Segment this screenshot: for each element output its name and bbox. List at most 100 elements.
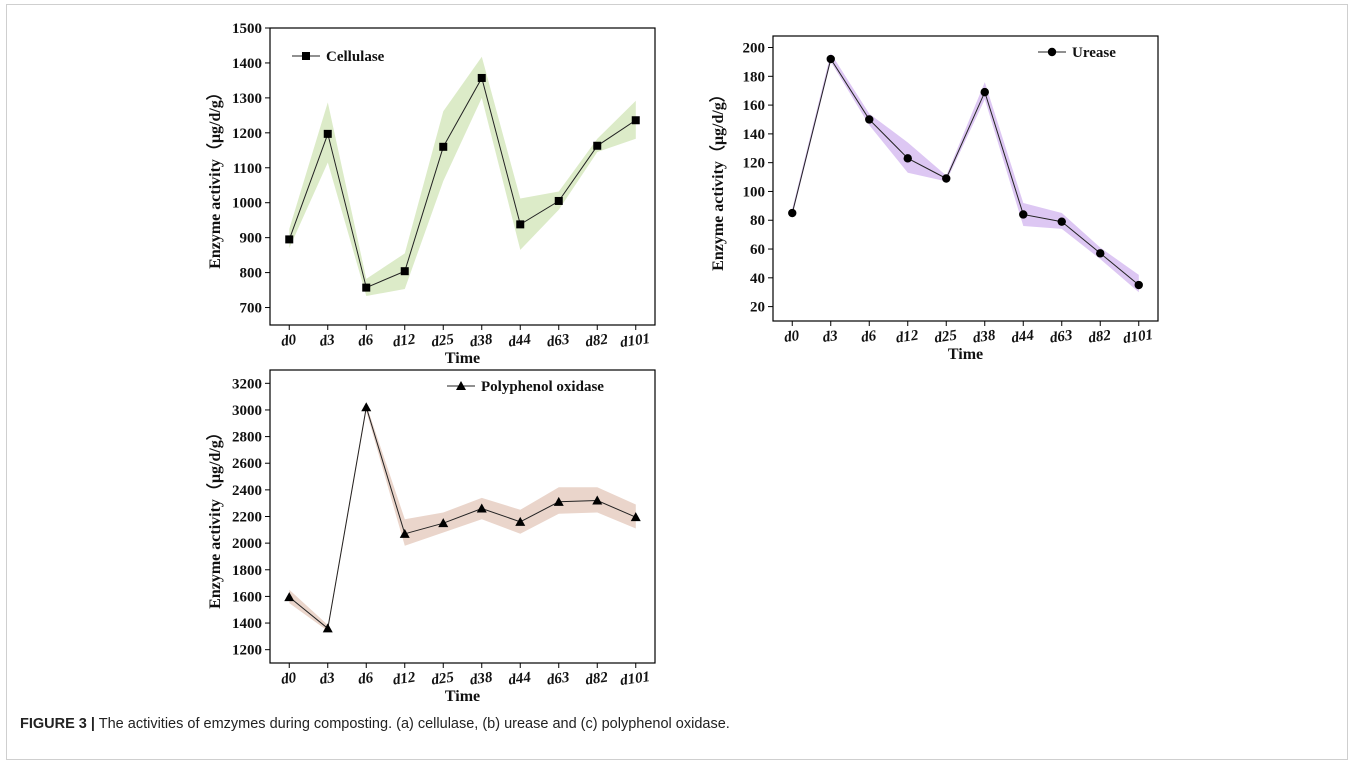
legend-marker xyxy=(302,52,310,60)
data-point xyxy=(284,592,295,602)
x-tick-label: d44 xyxy=(507,331,532,350)
y-tick-label: 160 xyxy=(743,98,766,114)
figure-frame xyxy=(6,4,1348,760)
y-axis-label: Enzyme activity（μg/d/g） xyxy=(206,84,224,269)
data-point xyxy=(476,503,487,513)
y-axis-label: Enzyme activity（μg/d/g） xyxy=(206,424,224,609)
caption-text: The activities of emzymes during compost… xyxy=(98,716,730,732)
data-point xyxy=(826,54,835,64)
y-tick-label: 1400 xyxy=(232,616,262,632)
x-tick-label: d101 xyxy=(1122,327,1154,347)
y-tick-label: 200 xyxy=(743,41,766,57)
y-tick-label: 2600 xyxy=(232,456,262,472)
x-tick-label: d0 xyxy=(280,670,298,688)
y-tick-label: 1300 xyxy=(232,91,262,107)
confidence-band xyxy=(792,53,1139,293)
y-tick-label: 700 xyxy=(240,301,263,317)
confidence-band xyxy=(289,404,636,631)
data-point xyxy=(1019,210,1028,219)
y-tick-label: 40 xyxy=(750,271,765,287)
figure-caption: FIGURE 3 | The activities of emzymes dur… xyxy=(20,716,1330,732)
y-tick-label: 1000 xyxy=(232,196,262,212)
cellulase-chart: 700 800 900 1000 1100 1200 1300 1400 1500 d0 d3 d6 d… xyxy=(206,21,656,367)
data-point xyxy=(593,141,602,150)
x-tick-label: d38 xyxy=(469,669,494,688)
data-point xyxy=(477,73,486,82)
x-tick-label: d0 xyxy=(280,332,298,350)
y-tick-label: 3000 xyxy=(232,403,262,419)
polyphenol-oxidase-chart: 1200 1400 1600 1800 2000 2200 2400 2600 2800 3000… xyxy=(206,369,656,705)
y-tick-label: 80 xyxy=(750,213,765,229)
x-tick-label: d63 xyxy=(546,331,571,350)
data-point xyxy=(630,512,641,522)
y-tick-label: 1100 xyxy=(233,161,262,177)
data-point xyxy=(323,129,332,138)
x-axis-label: Time xyxy=(948,346,983,363)
y-tick-label: 3200 xyxy=(232,376,262,392)
data-point xyxy=(980,87,989,97)
y-tick-label: 20 xyxy=(750,300,765,316)
data-point xyxy=(631,116,640,125)
x-tick-label: d25 xyxy=(430,331,455,350)
data-point xyxy=(438,518,449,528)
y-tick-label: 2000 xyxy=(232,536,262,552)
x-tick-label: d63 xyxy=(546,669,571,688)
x-tick-label: d6 xyxy=(357,670,375,688)
x-tick-label: d12 xyxy=(392,669,417,688)
y-tick-label: 900 xyxy=(240,231,263,247)
series-line xyxy=(791,57,1140,286)
x-tick-label: d12 xyxy=(895,327,920,346)
data-point xyxy=(515,516,526,526)
x-axis-label: Time xyxy=(445,688,480,705)
x-tick-label: d82 xyxy=(584,331,609,350)
y-tick-label: 1400 xyxy=(232,56,262,72)
x-tick-label: d101 xyxy=(619,669,651,689)
data-point xyxy=(439,142,448,151)
urease-chart: 20 40 60 80 100 120 140 160 180 200 d0 d3 d6 d12 d25 d3… xyxy=(709,35,1159,363)
y-axis-label: Enzyme activity（μg/d/g） xyxy=(709,86,727,271)
y-tick-label: 2200 xyxy=(232,510,262,526)
data-point xyxy=(788,208,797,218)
x-tick-label: d82 xyxy=(584,669,609,688)
data-point xyxy=(322,623,333,633)
data-point xyxy=(1134,280,1143,290)
y-tick-label: 120 xyxy=(743,156,766,172)
x-tick-label: d38 xyxy=(972,327,997,346)
confidence-band xyxy=(289,56,636,297)
data-point xyxy=(362,283,371,292)
x-tick-label: d3 xyxy=(822,328,840,346)
x-tick-label: d3 xyxy=(319,670,337,688)
y-tick-label: 180 xyxy=(743,69,766,85)
y-tick-label: 60 xyxy=(750,242,765,258)
x-tick-label: d38 xyxy=(469,331,494,350)
x-axis-label: Time xyxy=(445,350,480,367)
y-tick-label: 1600 xyxy=(232,589,262,605)
y-tick-label: 1200 xyxy=(232,643,262,659)
x-tick-label: d44 xyxy=(507,669,532,688)
y-tick-label: 1800 xyxy=(232,563,262,579)
y-tick-label: 2800 xyxy=(232,430,262,446)
data-point xyxy=(554,196,563,205)
plot-frame xyxy=(772,35,1159,322)
y-tick-label: 100 xyxy=(743,184,766,200)
x-tick-label: d3 xyxy=(319,332,337,350)
x-tick-label: d6 xyxy=(357,332,375,350)
y-tick-label: 2400 xyxy=(232,483,262,499)
x-tick-label: d63 xyxy=(1049,327,1074,346)
data-point xyxy=(400,267,409,276)
data-point xyxy=(865,115,874,124)
series-line xyxy=(288,76,637,289)
data-point xyxy=(592,495,603,505)
y-tick-label: 800 xyxy=(240,266,263,282)
y-tick-label: 1200 xyxy=(232,126,262,142)
data-point xyxy=(361,402,372,412)
x-tick-label: d12 xyxy=(392,331,417,350)
data-point xyxy=(516,220,525,229)
legend-marker xyxy=(456,381,466,390)
legend-label: Cellulase xyxy=(326,49,385,65)
data-point xyxy=(942,174,951,183)
plot-frame xyxy=(269,27,656,326)
x-tick-label: d101 xyxy=(619,331,651,351)
data-point xyxy=(399,528,410,538)
x-tick-label: d0 xyxy=(783,328,801,346)
